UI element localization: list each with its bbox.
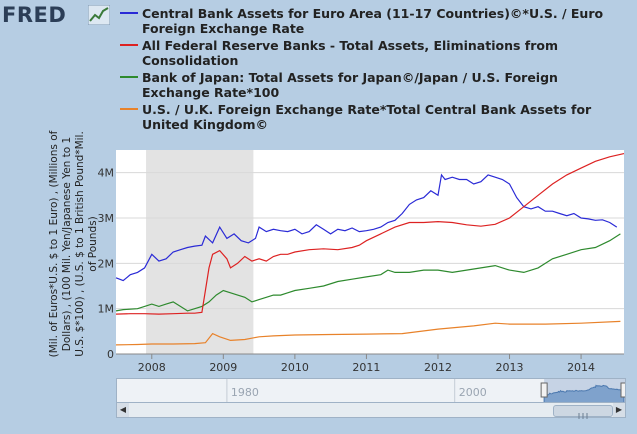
line-chart-icon (88, 5, 110, 25)
legend-item-bank-of-japan[interactable]: Bank of Japan: Total Assets for Japan©/J… (118, 70, 623, 100)
navigator-label: 2000 (459, 386, 487, 399)
recession-band (146, 150, 254, 354)
x-tick-label: 2013 (496, 361, 524, 374)
fred-logo[interactable]: FRED (2, 3, 112, 29)
navigator-area (543, 384, 625, 404)
series-line (115, 233, 621, 312)
grip-icon (578, 413, 588, 419)
legend-swatch (120, 44, 138, 46)
legend-item-euro-area[interactable]: Central Bank Assets for Euro Area (11-17… (118, 6, 623, 36)
y-axis-label-text: (Mil. of Euros*U.S. $ to 1 Euro) , (Mill… (48, 130, 99, 358)
x-tick-label: 2012 (424, 361, 452, 374)
x-tick-label: 2011 (352, 361, 380, 374)
x-tick-label: 2010 (281, 361, 309, 374)
x-tick-label: 2014 (567, 361, 595, 374)
navigator-label: 1980 (231, 386, 259, 399)
series-line (115, 173, 618, 282)
legend-label: Central Bank Assets for Euro Area (11-17… (142, 6, 604, 36)
navigator-handle-right[interactable] (620, 382, 628, 398)
legend-item-united-kingdom[interactable]: U.S. / U.K. Foreign Exchange Rate*Total … (118, 102, 623, 132)
y-tick-label: 1M (98, 303, 115, 316)
y-tick-label: 0 (107, 348, 114, 361)
navigator-plot: 1980 2000 (226, 379, 628, 404)
y-tick-label: 3M (98, 212, 115, 225)
y-axis-label: (Mil. of Euros*U.S. $ to 1 Euro) , (Mill… (48, 130, 120, 358)
series-line (115, 320, 621, 346)
chart: 0 1M 2M 3M 4M 2008 2009 2010 2011 2012 2013 2014 (98, 150, 625, 374)
legend-swatch (120, 12, 138, 14)
y-tick-label: 2M (98, 257, 115, 270)
legend-label: All Federal Reserve Banks - Total Assets… (142, 38, 558, 68)
legend-label: Bank of Japan: Total Assets for Japan©/J… (142, 70, 558, 100)
series-line (115, 153, 625, 315)
legend-item-federal-reserve[interactable]: All Federal Reserve Banks - Total Assets… (118, 38, 623, 68)
scroll-left-button[interactable]: ◀ (117, 403, 129, 417)
scroll-right-button[interactable]: ▶ (613, 403, 625, 417)
navigator-selection (544, 379, 625, 403)
horizontal-scrollbar[interactable]: ◀ ▶ (116, 402, 626, 419)
x-tick-label: 2009 (209, 361, 237, 374)
range-navigator[interactable]: 1980 2000 (116, 378, 628, 404)
scroll-thumb[interactable] (553, 405, 613, 419)
legend: Central Bank Assets for Euro Area (11-17… (118, 6, 623, 134)
x-tick-label: 2008 (138, 361, 166, 374)
legend-swatch (120, 76, 138, 78)
legend-swatch (120, 108, 138, 110)
navigator-handle-left[interactable] (540, 382, 548, 398)
y-tick-label: 4M (98, 167, 115, 180)
legend-label: U.S. / U.K. Foreign Exchange Rate*Total … (142, 102, 592, 132)
logo-text: FRED (2, 3, 67, 27)
